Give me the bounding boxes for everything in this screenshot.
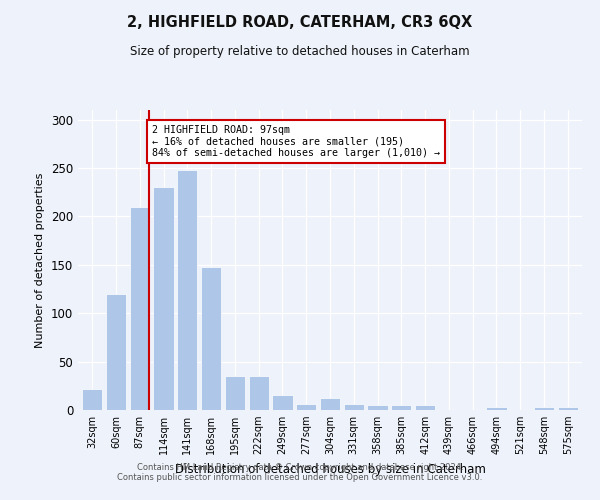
Y-axis label: Number of detached properties: Number of detached properties	[35, 172, 46, 348]
Bar	[415, 405, 435, 410]
Bar	[225, 376, 245, 410]
Bar	[177, 170, 197, 410]
Text: Size of property relative to detached houses in Caterham: Size of property relative to detached ho…	[130, 45, 470, 58]
Text: Contains HM Land Registry data © Crown copyright and database right 2024.
Contai: Contains HM Land Registry data © Crown c…	[118, 463, 482, 482]
Bar	[154, 188, 173, 410]
Bar	[320, 398, 340, 410]
X-axis label: Distribution of detached houses by size in Caterham: Distribution of detached houses by size …	[175, 462, 485, 475]
Bar	[344, 404, 364, 410]
Bar	[534, 407, 554, 410]
Bar	[487, 407, 506, 410]
Bar	[272, 394, 293, 410]
Bar	[130, 207, 150, 410]
Bar	[106, 294, 126, 410]
Text: 2, HIGHFIELD ROAD, CATERHAM, CR3 6QX: 2, HIGHFIELD ROAD, CATERHAM, CR3 6QX	[127, 15, 473, 30]
Bar	[557, 407, 578, 410]
Bar	[367, 405, 388, 410]
Bar	[391, 405, 412, 410]
Bar	[296, 404, 316, 410]
Text: 2 HIGHFIELD ROAD: 97sqm
← 16% of detached houses are smaller (195)
84% of semi-d: 2 HIGHFIELD ROAD: 97sqm ← 16% of detache…	[152, 124, 440, 158]
Bar	[82, 388, 103, 410]
Bar	[248, 376, 269, 410]
Bar	[201, 267, 221, 410]
